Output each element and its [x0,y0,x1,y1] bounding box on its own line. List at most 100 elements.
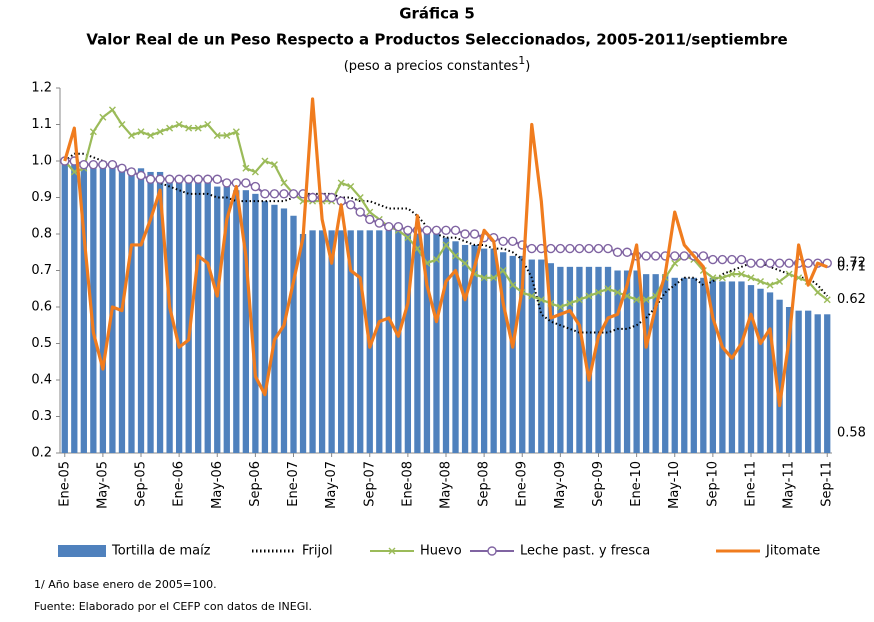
marker [222,178,232,188]
marker [537,296,545,304]
marker [126,167,137,177]
marker [261,157,269,165]
marker [107,159,118,170]
marker [279,189,289,199]
marker [650,251,661,261]
bar [719,281,726,453]
marker [671,259,679,267]
marker [774,258,785,268]
bar [166,175,173,453]
bar [280,208,288,453]
marker [803,258,813,268]
marker [404,234,412,242]
marker [565,243,575,254]
marker [461,259,469,267]
marker [450,225,461,236]
marker [250,181,261,192]
bar [700,277,707,453]
bar [90,164,97,453]
bar [299,234,307,453]
legend-label: Huevo [420,544,462,559]
x-tick-label: May-11 [782,461,797,509]
marker [555,243,566,254]
marker [99,113,107,121]
bar [71,164,78,453]
bar [442,237,450,453]
footnote: Fuente: Elaborado por el CEFP con datos … [34,600,312,613]
marker [175,121,183,128]
marker [603,243,613,254]
marker [365,214,375,225]
marker [194,124,202,132]
marker [260,189,270,199]
bar [137,168,145,454]
bar [61,161,68,453]
marker [203,174,213,184]
x-tick-label: May-07 [324,461,339,509]
bar [557,266,564,453]
marker [498,236,508,247]
marker [737,270,745,278]
marker [718,274,726,282]
marker [185,124,193,132]
marker [89,128,97,136]
marker [213,131,221,139]
bar [623,270,631,453]
marker [785,270,793,278]
unit-note-sup: 1 [518,54,525,67]
y-tick-label: 1.1 [31,117,52,132]
marker [728,270,736,278]
chart-title: Gráfica 5 [399,5,475,23]
marker [374,218,384,228]
marker [452,252,460,260]
y-tick-label: 0.3 [31,409,52,424]
marker [269,189,280,199]
bar [824,314,831,453]
marker [776,277,784,285]
bar [795,310,802,453]
marker [164,174,175,184]
marker [641,251,651,261]
marker [337,179,345,187]
marker [717,254,728,265]
line-4 [63,97,828,408]
marker [174,174,184,184]
marker [698,251,709,261]
marker [108,106,116,114]
marker [765,258,775,268]
marker [384,221,394,232]
bar [223,186,230,454]
end-label: 0.62 [837,292,866,307]
marker [746,258,756,268]
marker [280,179,288,187]
marker [118,121,126,128]
x-tick-label: Sep-11 [820,461,835,507]
marker [422,225,432,236]
bar [490,248,497,453]
x-tick-label: Ene-06 [172,461,187,507]
bar [643,274,650,453]
bar [309,230,316,453]
bar [585,266,593,453]
marker [766,281,774,289]
marker [575,296,583,304]
marker [566,299,574,307]
marker [708,254,718,265]
marker [98,159,108,170]
bar [338,230,345,453]
bar [576,266,583,453]
marker [345,200,356,210]
bar [347,230,354,453]
marker [814,288,822,296]
bar [566,266,574,453]
bar [271,204,278,453]
marker [508,236,518,247]
marker [88,159,99,170]
marker [366,208,374,216]
bar [671,277,678,453]
marker [251,168,259,176]
end-label: 0.58 [837,426,866,441]
y-tick-label: 1.0 [31,154,52,169]
